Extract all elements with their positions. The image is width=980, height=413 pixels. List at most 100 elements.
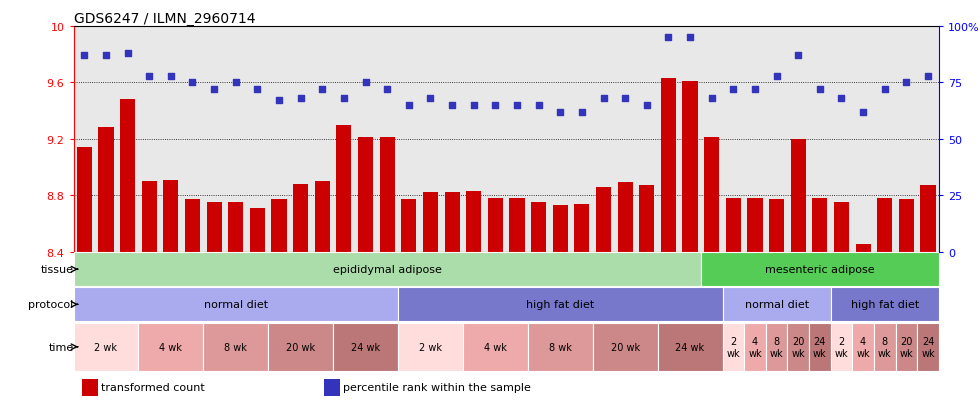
Text: 2
wk: 2 wk bbox=[726, 336, 740, 358]
Bar bbox=[920, 186, 936, 252]
Bar bbox=[164, 180, 178, 252]
Point bbox=[401, 102, 416, 109]
Text: GDS6247 / ILMN_2960714: GDS6247 / ILMN_2960714 bbox=[74, 12, 255, 26]
Bar bbox=[791, 140, 806, 252]
Bar bbox=[142, 182, 157, 252]
Bar bbox=[250, 208, 265, 252]
Point bbox=[76, 53, 92, 59]
Text: 2 wk: 2 wk bbox=[419, 342, 442, 352]
Bar bbox=[324, 379, 340, 396]
Bar bbox=[271, 200, 286, 252]
Point bbox=[379, 87, 395, 93]
Text: 20
wk: 20 wk bbox=[900, 336, 913, 358]
Bar bbox=[593, 323, 658, 371]
Bar bbox=[98, 128, 114, 252]
Text: 20 wk: 20 wk bbox=[611, 342, 640, 352]
Bar bbox=[769, 200, 784, 252]
Bar bbox=[466, 192, 481, 252]
Point bbox=[184, 80, 200, 86]
Bar bbox=[704, 138, 719, 252]
Bar bbox=[82, 379, 98, 396]
Bar bbox=[639, 186, 655, 252]
Text: 24 wk: 24 wk bbox=[351, 342, 380, 352]
Text: 4 wk: 4 wk bbox=[484, 342, 507, 352]
Bar bbox=[831, 288, 939, 321]
Point bbox=[877, 87, 893, 93]
Bar bbox=[203, 323, 269, 371]
Bar bbox=[379, 138, 395, 252]
Text: 8
wk: 8 wk bbox=[878, 336, 892, 358]
Bar bbox=[333, 323, 398, 371]
Bar bbox=[228, 203, 243, 252]
Point bbox=[315, 87, 330, 93]
Point bbox=[856, 109, 871, 116]
Bar bbox=[856, 245, 870, 252]
Point bbox=[336, 95, 352, 102]
Point bbox=[250, 87, 266, 93]
Bar bbox=[596, 187, 612, 252]
Text: 8
wk: 8 wk bbox=[769, 336, 783, 358]
Text: 24
wk: 24 wk bbox=[813, 336, 827, 358]
Bar bbox=[574, 204, 589, 252]
Point bbox=[163, 73, 178, 80]
Point bbox=[206, 87, 221, 93]
Point bbox=[661, 35, 676, 41]
Point bbox=[920, 73, 936, 80]
Text: transformed count: transformed count bbox=[101, 382, 205, 392]
Text: 8 wk: 8 wk bbox=[224, 342, 247, 352]
Bar bbox=[293, 184, 309, 252]
Bar bbox=[398, 323, 463, 371]
Point bbox=[293, 95, 309, 102]
Bar bbox=[722, 323, 744, 371]
Bar bbox=[874, 323, 896, 371]
Bar bbox=[682, 82, 698, 252]
Point bbox=[510, 102, 525, 109]
Point bbox=[812, 87, 828, 93]
Bar bbox=[207, 203, 221, 252]
Point bbox=[98, 53, 114, 59]
Point bbox=[574, 109, 590, 116]
Bar bbox=[120, 100, 135, 252]
Bar bbox=[553, 206, 567, 252]
Point bbox=[271, 98, 287, 104]
Bar bbox=[787, 323, 809, 371]
Point bbox=[768, 73, 784, 80]
Bar bbox=[899, 200, 914, 252]
Text: high fat diet: high fat diet bbox=[851, 299, 919, 310]
Text: 4
wk: 4 wk bbox=[748, 336, 761, 358]
Text: epididymal adipose: epididymal adipose bbox=[333, 264, 442, 275]
Bar bbox=[726, 199, 741, 252]
Text: 4 wk: 4 wk bbox=[160, 342, 182, 352]
Point bbox=[791, 53, 807, 59]
Bar bbox=[315, 182, 330, 252]
Point bbox=[228, 80, 244, 86]
Point bbox=[899, 80, 914, 86]
Bar bbox=[877, 199, 893, 252]
Text: 20 wk: 20 wk bbox=[286, 342, 316, 352]
Bar bbox=[74, 253, 701, 286]
Bar bbox=[510, 199, 524, 252]
Bar bbox=[748, 199, 762, 252]
Point bbox=[596, 95, 612, 102]
Point bbox=[682, 35, 698, 41]
Text: mesenteric adipose: mesenteric adipose bbox=[765, 264, 875, 275]
Bar bbox=[445, 193, 460, 252]
Bar bbox=[812, 199, 827, 252]
Text: normal diet: normal diet bbox=[745, 299, 808, 310]
Point bbox=[725, 87, 741, 93]
Bar bbox=[701, 253, 939, 286]
Point bbox=[141, 73, 157, 80]
Text: 2 wk: 2 wk bbox=[94, 342, 118, 352]
Text: 4
wk: 4 wk bbox=[857, 336, 870, 358]
Bar bbox=[809, 323, 831, 371]
Bar bbox=[831, 323, 853, 371]
Bar bbox=[531, 203, 546, 252]
Text: 20
wk: 20 wk bbox=[792, 336, 805, 358]
Bar bbox=[398, 288, 722, 321]
Bar bbox=[358, 138, 373, 252]
Bar bbox=[269, 323, 333, 371]
Bar bbox=[463, 323, 528, 371]
Point bbox=[617, 95, 633, 102]
Text: 2
wk: 2 wk bbox=[835, 336, 849, 358]
Text: percentile rank within the sample: percentile rank within the sample bbox=[343, 382, 531, 392]
